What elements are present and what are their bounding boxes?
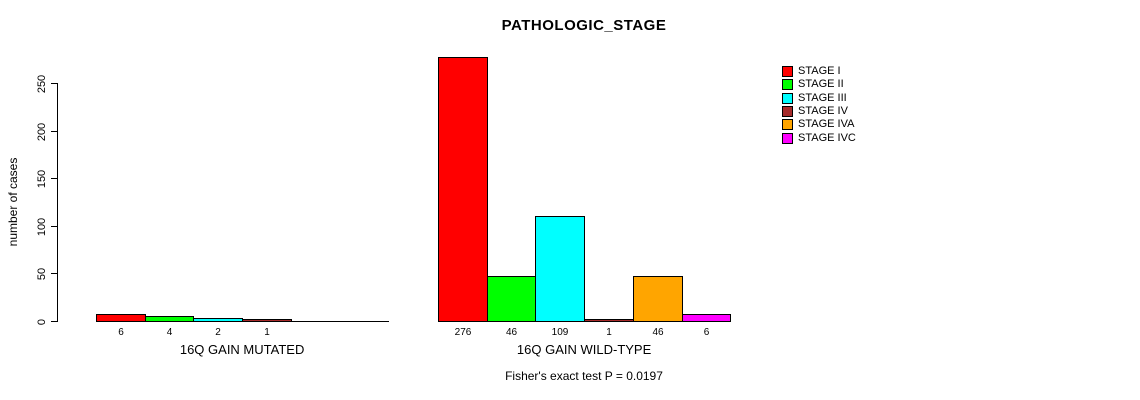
legend-label: STAGE IVA [798,118,855,131]
legend-color-swatch [782,66,793,78]
legend-label: STAGE III [798,91,847,104]
legend-item-stage-iva: STAGE IVA [782,118,856,131]
legend-item-stage-ii: STAGE II [782,78,856,91]
y-tick-label: 200 [36,122,48,141]
legend-item-stage-iv: STAGE IV [782,105,856,118]
fisher-test-annotation: Fisher's exact test P = 0.0197 [505,369,663,383]
y-tick-label: 150 [36,169,48,188]
legend-color-swatch [782,92,793,104]
legend-label: STAGE IV [798,105,848,118]
chart-title: PATHOLOGIC_STAGE [501,17,667,34]
legend-item-stage-iii: STAGE III [782,92,856,105]
bar-value-label: 109 [551,327,569,338]
legend-color-swatch [782,79,793,91]
legend-item-stage-ivc: STAGE IVC [782,131,856,144]
legend: STAGE I STAGE II STAGE III STAGE IV STAGE IV… [782,65,856,145]
y-tick-mark [51,178,58,179]
bar-16q-gain-wild-type-stage-iv [584,319,634,322]
bar-16q-gain-wild-type-stage-ii [487,276,536,322]
bar-16q-gain-mutated-stage-iii [193,318,243,322]
x-axis-label-16q-gain-wild-type: 16Q GAIN WILD-TYPE [516,342,652,357]
y-tick-mark [51,321,58,322]
y-tick-label: 50 [36,267,48,280]
y-tick-label: 0 [36,318,48,325]
bar-value-label: 6 [118,327,124,338]
bar-value-label: 6 [703,327,710,338]
y-axis-label: number of cases [6,157,20,247]
y-tick-mark [51,226,58,227]
bar-16q-gain-wild-type-stage-iva [633,276,683,322]
bar-16q-gain-mutated-stage-iva-baseline [291,321,341,322]
bar-16q-gain-mutated-stage-iv [242,319,292,322]
y-axis-line [57,83,58,322]
bar-value-label: 1 [606,327,612,338]
y-tick-label: 100 [36,217,48,236]
y-tick-mark [51,131,58,132]
x-axis-label-16q-gain-mutated: 16Q GAIN MUTATED [179,342,305,357]
y-tick-mark [51,273,58,274]
y-tick-label: 250 [36,74,48,93]
bar-value-label: 46 [505,327,518,338]
bar-16q-gain-wild-type-stage-i [438,57,488,322]
legend-label: STAGE I [798,65,841,78]
bar-value-label: 46 [652,327,664,338]
legend-label: STAGE II [798,78,844,91]
bar-16q-gain-mutated-stage-ii [145,316,194,322]
bar-16q-gain-mutated-stage-i [96,314,146,322]
y-tick-mark [51,83,58,84]
bar-value-label: 2 [215,327,221,338]
bar-16q-gain-wild-type-stage-iii [535,216,585,322]
bar-value-label: 1 [264,327,270,338]
legend-color-swatch [782,119,793,131]
bar-16q-gain-wild-type-stage-ivc [682,314,731,322]
legend-color-swatch [782,132,793,144]
legend-color-swatch [782,106,793,118]
bar-16q-gain-mutated-stage-ivc-baseline [340,321,389,322]
legend-label: STAGE IVC [798,131,856,144]
bar-value-label: 276 [454,327,472,338]
legend-item-stage-i: STAGE I [782,65,856,78]
bar-value-label: 4 [166,327,173,338]
